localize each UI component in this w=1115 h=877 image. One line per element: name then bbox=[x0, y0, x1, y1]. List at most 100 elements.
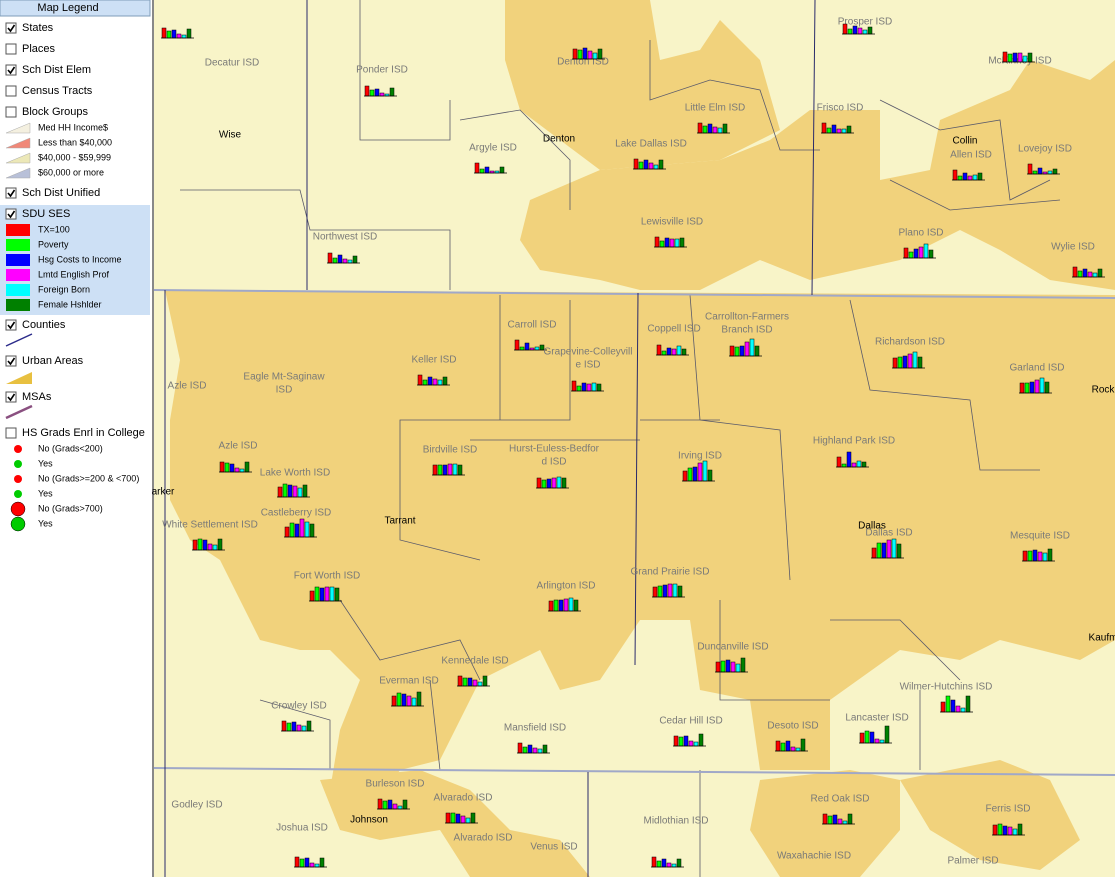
district-label[interactable]: Lewisville ISD bbox=[641, 217, 703, 228]
district-label[interactable]: Carrollton-Farmers bbox=[705, 312, 789, 323]
ses-bar bbox=[790, 746, 796, 752]
layer-checkbox[interactable] bbox=[5, 22, 17, 34]
layer-checkbox[interactable] bbox=[5, 355, 17, 367]
district-label[interactable]: Alvarado ISD bbox=[434, 793, 493, 804]
layer-checkbox[interactable] bbox=[5, 391, 17, 403]
district-label[interactable]: Decatur ISD bbox=[205, 58, 259, 69]
ses-bar bbox=[707, 123, 713, 134]
district-label[interactable]: Frisco ISD bbox=[817, 103, 864, 114]
district-label[interactable]: Highland Park ISD bbox=[813, 436, 895, 447]
ses-bar bbox=[519, 346, 525, 351]
district-label[interactable]: Allen ISD bbox=[950, 150, 992, 161]
layer-name[interactable]: SDU SES bbox=[22, 208, 70, 220]
district-label[interactable]: Irving ISD bbox=[678, 451, 722, 462]
ses-bar bbox=[561, 477, 567, 489]
district-label[interactable]: Red Oak ISD bbox=[811, 794, 870, 805]
district-label[interactable]: Desoto ISD bbox=[767, 721, 818, 732]
district-label[interactable]: Crowley ISD bbox=[271, 701, 327, 712]
district-label[interactable]: Castleberry ISD bbox=[261, 508, 332, 519]
ses-bar bbox=[1052, 168, 1058, 175]
ses-bar bbox=[161, 27, 167, 39]
layer-name[interactable]: Sch Dist Elem bbox=[22, 64, 91, 76]
layer-name[interactable]: Census Tracts bbox=[22, 85, 93, 97]
ses-bar bbox=[532, 747, 538, 754]
district-label[interactable]: Mansfield ISD bbox=[504, 723, 566, 734]
district-label[interactable]: Plano ISD bbox=[898, 228, 943, 239]
district-label[interactable]: Eagle Mt-Saginaw bbox=[243, 372, 325, 383]
district-label[interactable]: Mesquite ISD bbox=[1010, 531, 1070, 542]
district-label[interactable]: Argyle ISD bbox=[469, 143, 517, 154]
layer-name[interactable]: Urban Areas bbox=[22, 355, 84, 367]
layer-name[interactable]: Places bbox=[22, 43, 56, 55]
ses-bar bbox=[309, 590, 315, 602]
ses-bar bbox=[166, 30, 172, 39]
legend-item: Yes bbox=[38, 488, 53, 498]
layer-name[interactable]: Counties bbox=[22, 319, 66, 331]
district-label[interactable]: Wilmer-Hutchins ISD bbox=[900, 682, 993, 693]
layer-checkbox[interactable] bbox=[5, 43, 17, 55]
district-label[interactable]: Godley ISD bbox=[171, 800, 222, 811]
district-label[interactable]: Alvarado ISD bbox=[454, 833, 513, 844]
district-label[interactable]: Branch ISD bbox=[721, 325, 772, 336]
district-label[interactable]: Kennedale ISD bbox=[441, 656, 508, 667]
district-label[interactable]: Ferris ISD bbox=[986, 804, 1031, 815]
ses-bar bbox=[1072, 266, 1078, 278]
district-label[interactable]: Palmer ISD bbox=[947, 856, 998, 867]
district-label[interactable]: Little Elm ISD bbox=[685, 103, 746, 114]
district-label[interactable]: Denton ISD bbox=[557, 57, 609, 68]
district-label[interactable]: Wylie ISD bbox=[1051, 242, 1095, 253]
layer-name[interactable]: HS Grads Enrl in College bbox=[22, 427, 145, 439]
district-label[interactable]: Everman ISD bbox=[379, 676, 438, 687]
district-label[interactable]: Keller ISD bbox=[411, 355, 456, 366]
district-label[interactable]: Northwest ISD bbox=[313, 232, 377, 243]
ses-bar bbox=[658, 159, 664, 170]
layer-checkbox[interactable] bbox=[5, 64, 17, 76]
ses-bar bbox=[417, 374, 423, 386]
district-label[interactable]: Duncanville ISD bbox=[697, 642, 768, 653]
district-label[interactable]: Lake Dallas ISD bbox=[615, 139, 687, 150]
ses-bar bbox=[337, 254, 343, 264]
layer-name[interactable]: MSAs bbox=[22, 391, 52, 403]
ses-bar bbox=[962, 172, 968, 181]
district-label[interactable]: Birdville ISD bbox=[423, 445, 477, 456]
district-label[interactable]: Garland ISD bbox=[1009, 363, 1064, 374]
district-label[interactable]: ISD bbox=[276, 385, 293, 396]
layer-checkbox[interactable] bbox=[5, 85, 17, 97]
district-label[interactable]: Fort Worth ISD bbox=[294, 571, 361, 582]
district-label[interactable]: Lancaster ISD bbox=[845, 713, 908, 724]
layer-name[interactable]: Sch Dist Unified bbox=[22, 187, 100, 199]
layer-name[interactable]: States bbox=[22, 22, 54, 34]
district-label[interactable]: Waxahachie ISD bbox=[777, 851, 851, 862]
legend-swatch bbox=[6, 224, 30, 236]
layer-checkbox[interactable] bbox=[5, 427, 17, 439]
district-label[interactable]: Burleson ISD bbox=[366, 779, 425, 790]
district-label[interactable]: Cedar Hill ISD bbox=[659, 716, 722, 727]
district-label[interactable]: Carroll ISD bbox=[508, 320, 557, 331]
ses-bar bbox=[186, 28, 192, 39]
district-label[interactable]: Hurst-Euless-Bedfor bbox=[509, 444, 600, 455]
layer-checkbox[interactable] bbox=[5, 208, 17, 220]
district-label[interactable]: Ponder ISD bbox=[356, 65, 408, 76]
layer-checkbox[interactable] bbox=[5, 106, 17, 118]
layer-checkbox[interactable] bbox=[5, 319, 17, 331]
layer-name[interactable]: Block Groups bbox=[22, 106, 89, 118]
district-label[interactable]: d ISD bbox=[541, 457, 566, 468]
district-label[interactable]: Azle ISD bbox=[219, 441, 258, 452]
ses-bar bbox=[795, 747, 801, 752]
district-label[interactable]: Lovejoy ISD bbox=[1018, 144, 1072, 155]
district-label[interactable]: Lake Worth ISD bbox=[260, 468, 330, 479]
district-label[interactable]: Midlothian ISD bbox=[643, 816, 708, 827]
layer-checkbox[interactable] bbox=[5, 187, 17, 199]
district-label[interactable]: Dallas ISD bbox=[865, 528, 912, 539]
district-label[interactable]: White Settlement ISD bbox=[162, 520, 258, 531]
district-label[interactable]: Grapevine-Colleyvill bbox=[544, 347, 633, 358]
district-label[interactable]: Coppell ISD bbox=[647, 324, 700, 335]
district-label[interactable]: Joshua ISD bbox=[276, 823, 328, 834]
district-label[interactable]: Richardson ISD bbox=[875, 337, 945, 348]
district-label[interactable]: Azle ISD bbox=[168, 381, 207, 392]
district-label[interactable]: Venus ISD bbox=[530, 842, 577, 853]
district-label[interactable]: Prosper ISD bbox=[838, 17, 892, 28]
district-label[interactable]: Arlington ISD bbox=[537, 581, 596, 592]
district-label[interactable]: Grand Prairie ISD bbox=[631, 567, 710, 578]
district-label[interactable]: e ISD bbox=[575, 360, 600, 371]
